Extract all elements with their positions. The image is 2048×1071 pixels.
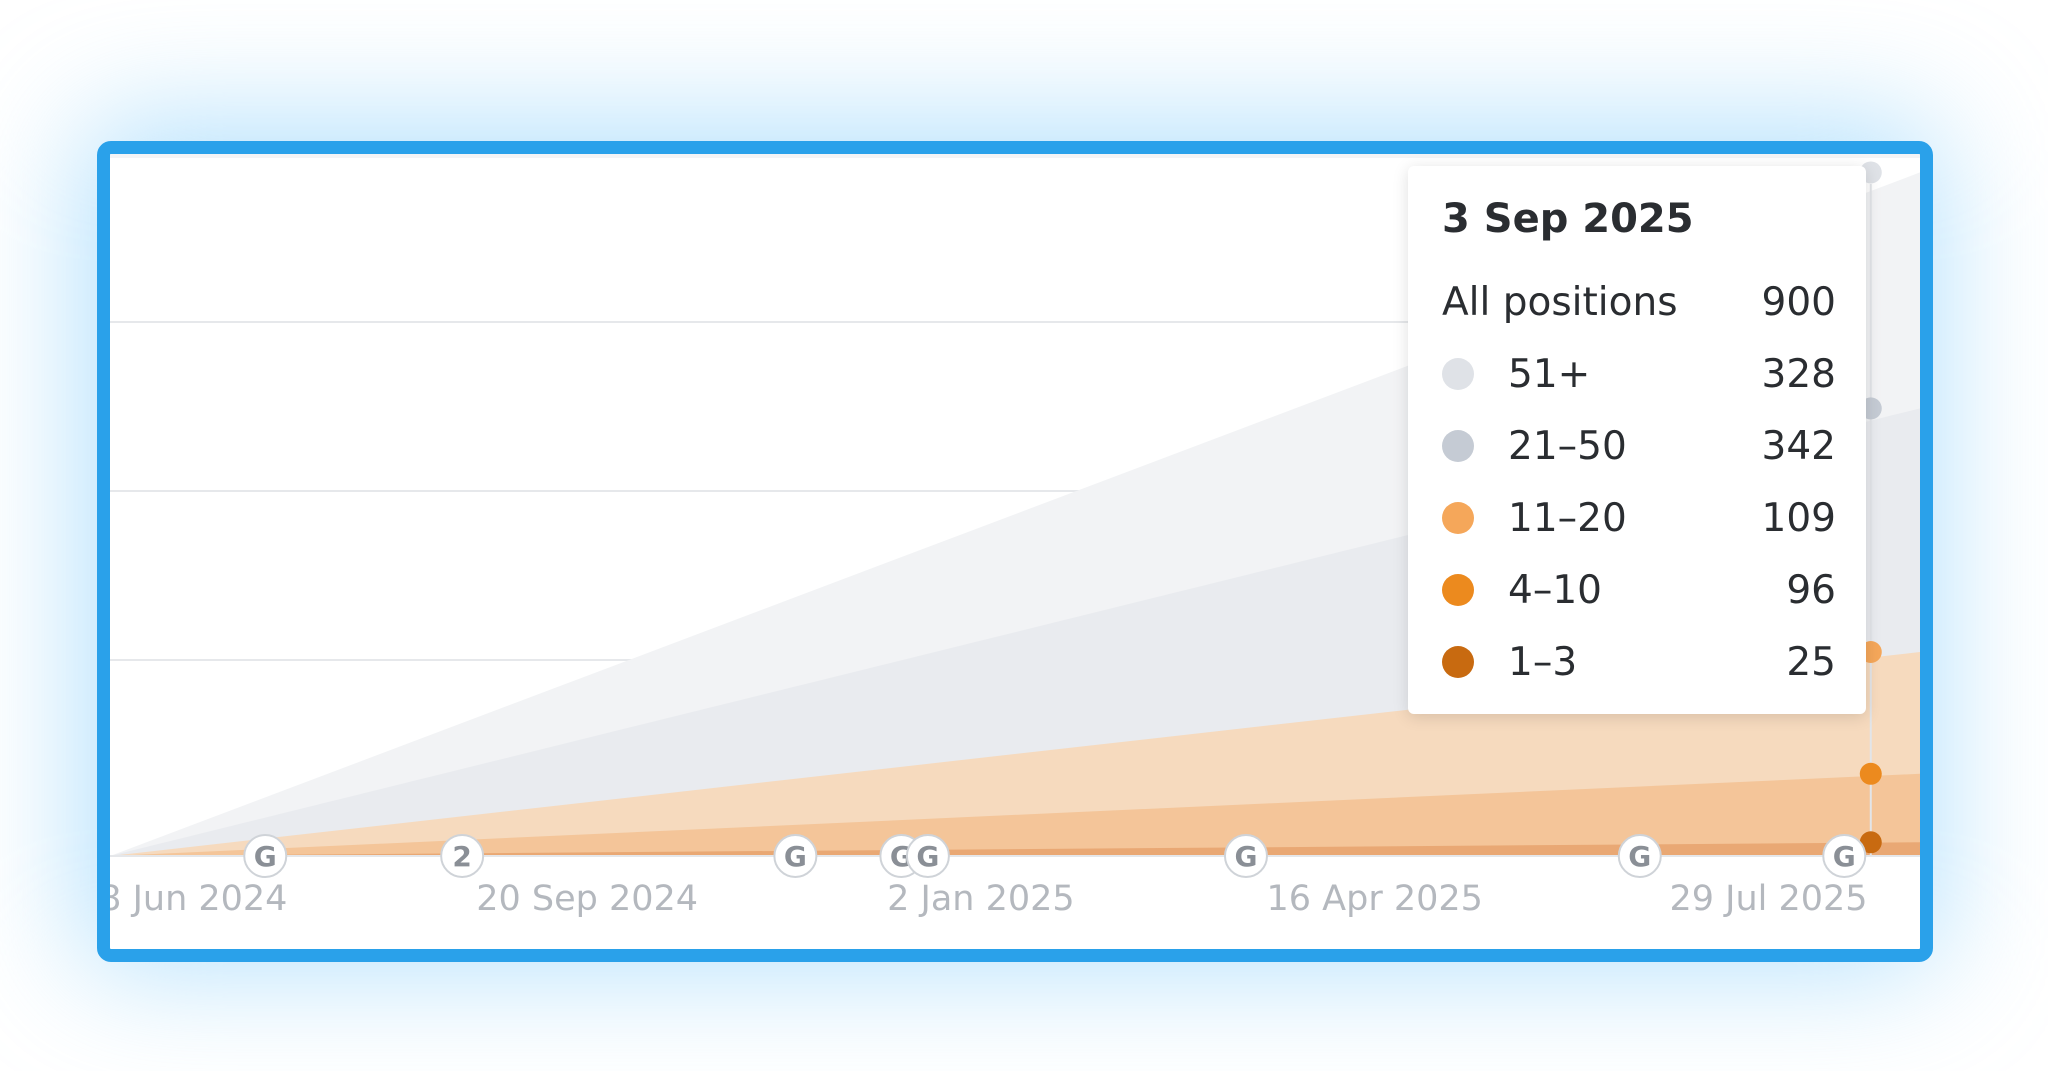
tooltip-label-1-3: 1–3 — [1508, 639, 1578, 685]
hover-tooltip: 3 Sep 2025 All positions 900 51+ 328 21–… — [1408, 166, 1866, 714]
tooltip-row-all: All positions 900 — [1442, 266, 1836, 338]
tooltip-all-value: 900 — [1761, 279, 1836, 325]
tooltip-value-1-3: 25 — [1786, 639, 1836, 685]
update-marker-1 — [243, 834, 288, 878]
legend-dot-4-10 — [1442, 574, 1474, 606]
tooltip-row-1-3: 1–3 25 — [1442, 626, 1836, 698]
tooltip-label-4-10: 4–10 — [1508, 567, 1602, 613]
x-tick-label-1: 8 Jun 2024 — [110, 879, 287, 919]
update-marker-label-6: G — [1234, 840, 1257, 873]
x-tick-label-5: 29 Jul 2025 — [1669, 879, 1867, 919]
update-marker-label-1: G — [254, 840, 277, 873]
update-marker-3 — [773, 834, 818, 878]
tooltip-value-51plus: 328 — [1761, 351, 1836, 397]
legend-dot-51plus — [1442, 358, 1474, 390]
update-marker-6 — [1223, 834, 1268, 878]
legend-dot-11-20 — [1442, 502, 1474, 534]
update-marker-label-4: G — [890, 840, 913, 873]
tooltip-value-4-10: 96 — [1786, 567, 1836, 613]
tooltip-row-21-50: 21–50 342 — [1442, 410, 1836, 482]
tooltip-value-11-20: 109 — [1761, 495, 1836, 541]
tooltip-row-51plus: 51+ 328 — [1442, 338, 1836, 410]
hover-dot-s13 — [1859, 831, 1882, 854]
legend-dot-21-50 — [1442, 430, 1474, 462]
tooltip-label-21-50: 21–50 — [1508, 423, 1627, 469]
update-marker-2 — [440, 834, 485, 878]
tooltip-label-51plus: 51+ — [1508, 351, 1591, 397]
hover-dot-s410 — [1859, 762, 1882, 785]
tooltip-date: 3 Sep 2025 — [1442, 196, 1694, 242]
area-s13 — [110, 842, 1920, 856]
tooltip-row-11-20: 11–20 109 — [1442, 482, 1836, 554]
tooltip-value-21-50: 342 — [1761, 423, 1836, 469]
update-marker-7 — [1617, 834, 1662, 878]
tooltip-label-11-20: 11–20 — [1508, 495, 1627, 541]
legend-dot-1-3 — [1442, 646, 1474, 678]
top-strip — [110, 154, 1920, 158]
update-marker-label-2: 2 — [452, 840, 471, 873]
update-marker-label-5: G — [916, 840, 939, 873]
update-marker-label-3: G — [784, 840, 807, 873]
x-tick-label-4: 16 Apr 2025 — [1267, 879, 1483, 919]
x-tick-label-3: 2 Jan 2025 — [887, 879, 1075, 919]
area-s410 — [110, 773, 1920, 856]
x-tick-label-2: 20 Sep 2024 — [476, 879, 698, 919]
update-marker-label-7: G — [1628, 840, 1651, 873]
update-marker-5 — [905, 834, 950, 878]
tooltip-all-label: All positions — [1442, 279, 1678, 325]
tooltip-row-4-10: 4–10 96 — [1442, 554, 1836, 626]
update-marker-8 — [1822, 834, 1867, 878]
update-marker-label-8: G — [1833, 840, 1856, 873]
